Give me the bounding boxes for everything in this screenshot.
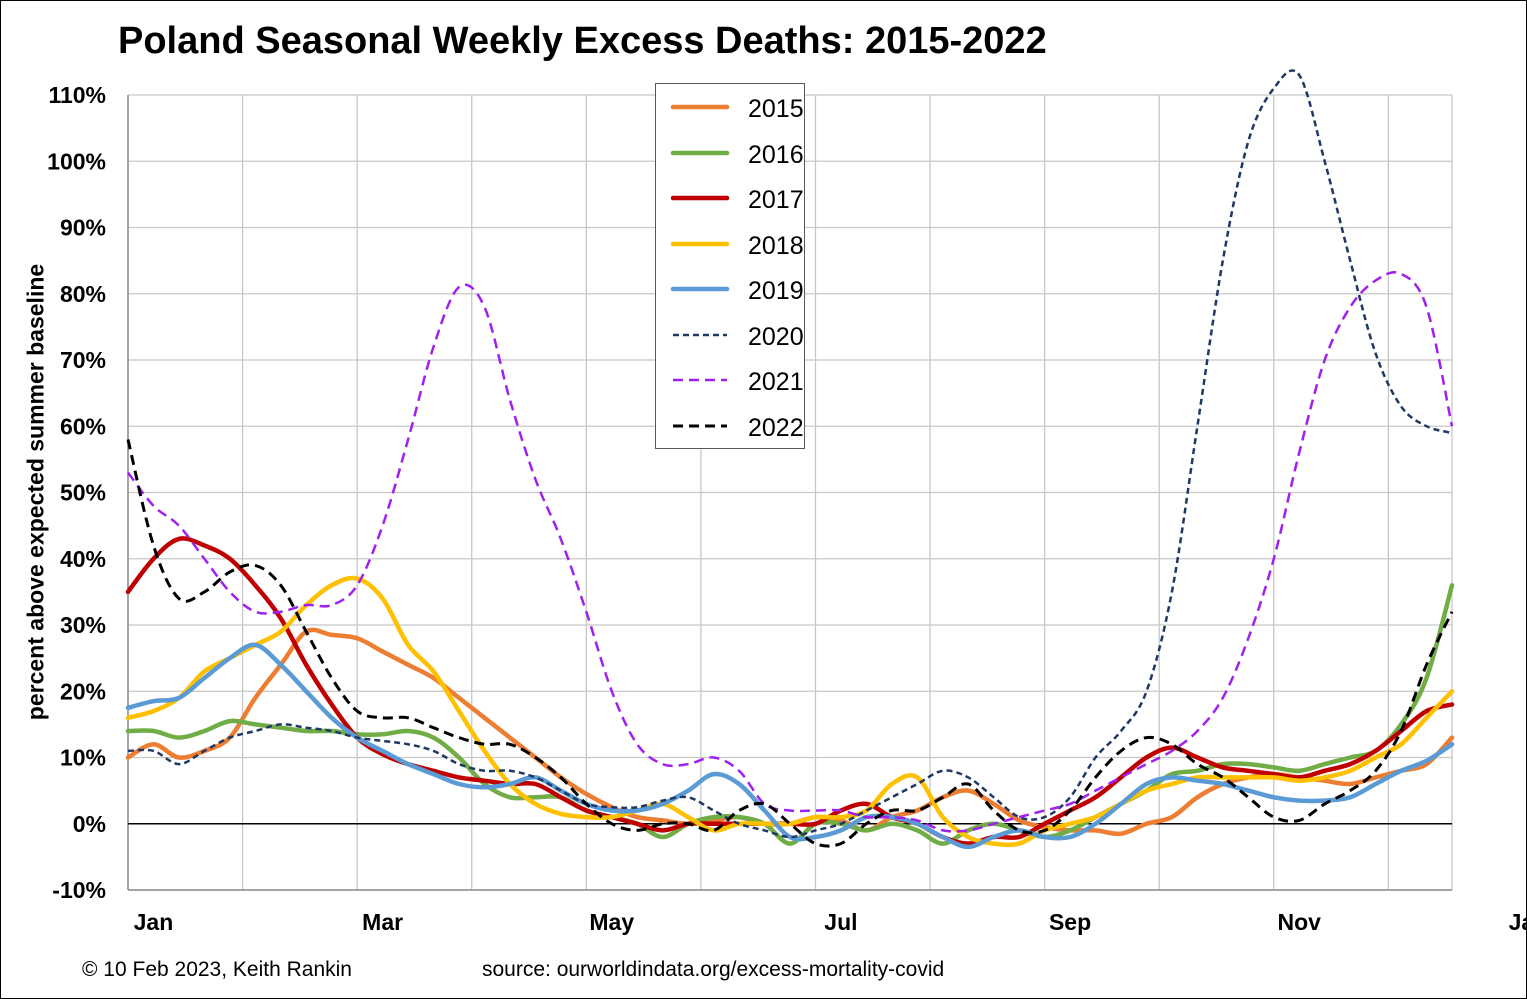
y-tick-label: 60% (60, 413, 106, 439)
x-tick-label: Nov (1278, 909, 1322, 935)
x-tick-label: Sep (1049, 909, 1091, 935)
y-tick-label: 50% (60, 480, 106, 506)
series-line-2019 (125, 642, 1455, 850)
legend-item-2017: 2017 (670, 183, 804, 214)
y-tick-label: 70% (60, 347, 106, 373)
series-line-2018 (125, 575, 1455, 848)
y-tick-label: 110% (48, 82, 106, 108)
legend-label: 2017 (748, 186, 804, 214)
legend-swatch (670, 286, 730, 292)
legend-item-2019: 2019 (670, 274, 804, 305)
series-line-2020 (127, 69, 1453, 839)
legend-label: 2015 (748, 95, 804, 123)
x-tick-labels: Jan Mar May Jul Sep Nov Jan (134, 909, 1527, 935)
legend-swatch (673, 378, 727, 382)
y-tick-label: 100% (47, 148, 106, 174)
legend-item-2018: 2018 (670, 229, 804, 260)
legend-swatch (673, 333, 727, 336)
copyright-note: © 10 Feb 2023, Keith Rankin (82, 958, 352, 981)
x-tick-label: Mar (362, 909, 403, 935)
legend-item-2015: 2015 (670, 92, 804, 123)
series-group (125, 69, 1455, 850)
legend-label: 2016 (748, 140, 804, 169)
x-tick-label: May (589, 909, 634, 935)
y-tick-label: 10% (60, 745, 106, 771)
legend-swatch (670, 150, 730, 155)
legend-label: 2021 (748, 368, 804, 396)
y-tick-label: 90% (60, 215, 106, 241)
legend-swatch (670, 241, 730, 246)
series-line-2021 (127, 271, 1454, 833)
legend: 2015 2016 2017 2018 2019 2020 2021 2022 (655, 83, 805, 449)
chart-title: Poland Seasonal Weekly Excess Deaths: 20… (118, 20, 1047, 62)
legend-swatch (670, 104, 730, 110)
legend-label: 2022 (748, 413, 804, 442)
legend-item-2016: 2016 (670, 138, 804, 169)
x-tick-label: Jan (134, 909, 174, 935)
y-tick-label: 20% (60, 678, 106, 704)
series-line-2022 (126, 439, 1454, 848)
y-tick-label: -10% (52, 877, 106, 903)
legend-swatch (673, 424, 727, 427)
x-tick-label: Jul (824, 909, 857, 935)
legend-label: 2019 (748, 277, 804, 305)
legend-label: 2018 (748, 231, 804, 260)
legend-item-2021: 2021 (670, 365, 804, 396)
y-tick-label: 0% (73, 811, 106, 837)
y-tick-label: 30% (60, 612, 106, 638)
legend-label: 2020 (748, 322, 804, 351)
legend-swatch (670, 195, 730, 201)
source-note: source: ourworldindata.org/excess-mortal… (482, 958, 945, 981)
y-tick-labels: -10% 0% 10% 20% 30% 40% 50% 60% 70% 80% 90% 100% 110… (47, 82, 106, 903)
y-tick-label: 40% (60, 546, 106, 572)
legend-item-2020: 2020 (670, 320, 804, 351)
legend-item-2022: 2022 (670, 411, 804, 442)
x-tick-label: Jan (1509, 909, 1527, 935)
y-tick-label: 80% (60, 281, 106, 307)
